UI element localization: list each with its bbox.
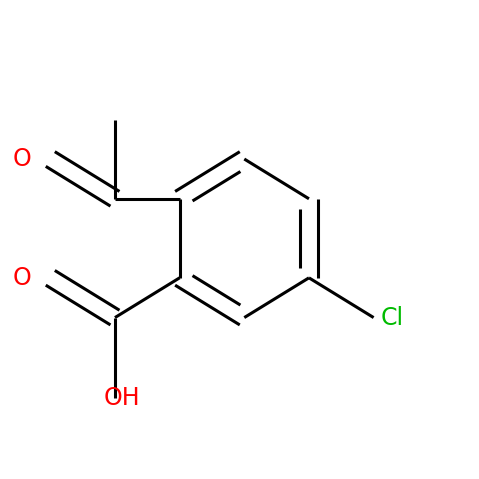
Text: O: O — [12, 147, 31, 171]
Text: OH: OH — [104, 386, 140, 410]
Text: O: O — [12, 266, 31, 290]
Text: Cl: Cl — [381, 306, 404, 330]
